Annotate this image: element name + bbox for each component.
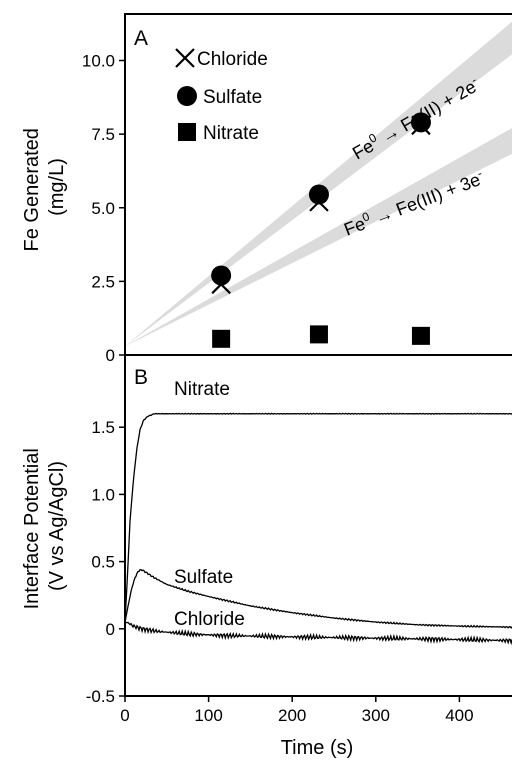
y-tick-label: 1.0	[91, 485, 115, 504]
y-tick-label: 7.5	[91, 125, 115, 144]
x-tick-label: 300	[362, 706, 390, 725]
panel-a-bands	[125, 21, 512, 347]
nitrate-point	[309, 325, 328, 344]
y-tick-label: 1.5	[91, 418, 115, 437]
curve-label-sulfate: Sulfate	[174, 567, 233, 588]
sulfate-point	[308, 184, 329, 205]
panel-a-points	[211, 112, 431, 348]
panel-b-ylabel-line2: (V vs Ag/AgCl)	[46, 461, 68, 591]
band-label-feiii: Fe0 → Fe(III) + 3e-	[341, 166, 487, 240]
sulfate-point	[211, 265, 232, 286]
band-feiii	[125, 128, 512, 347]
nitrate-curve	[125, 412, 512, 623]
legend-chloride-label: Chloride	[197, 49, 268, 70]
x-axis-label: Time (s)	[281, 737, 354, 759]
legend-nitrate-marker	[178, 123, 196, 141]
sulfate-curve	[125, 569, 512, 629]
y-tick-label: 5.0	[91, 199, 115, 218]
curve-label-chloride: Chloride	[174, 609, 245, 630]
sulfate-point	[410, 112, 431, 133]
y-tick-label: -0.5	[86, 687, 115, 706]
y-tick-label: 0	[106, 620, 115, 639]
band-label-feiii-end: -	[475, 166, 484, 181]
panel-a-y-ticks: 0 2.5 5.0 7.5 10.0	[82, 52, 125, 365]
nitrate-point	[212, 329, 231, 348]
legend-nitrate-label: Nitrate	[203, 123, 259, 144]
x-tick-label: 100	[194, 706, 222, 725]
panel-a-ylabel: Fe Generated (mg/L)	[21, 123, 68, 252]
y-tick-label: 0	[106, 346, 115, 365]
chloride-curve	[125, 621, 512, 646]
y-tick-label: 0.5	[91, 553, 115, 572]
band-label-feiii-sup: 0	[360, 209, 372, 225]
x-tick-label: 200	[278, 706, 306, 725]
panel-b-curves	[125, 412, 512, 646]
band-label-feii: Fe0 → Fe(II) + 2e-	[348, 73, 483, 164]
panel-b-ylabel: Interface Potential (V vs Ag/AgCl)	[21, 443, 68, 610]
panel-a-letter: A	[134, 27, 148, 50]
panel-b-y-ticks: -0.5 0 0.5 1.0 1.5	[86, 418, 125, 706]
legend-sulfate-marker	[177, 86, 197, 106]
x-axis-ticks: 0 100 200 300 400	[120, 696, 474, 725]
x-tick-label: 400	[445, 706, 473, 725]
panel-b-ylabel-line1: Interface Potential	[21, 448, 43, 609]
panel-a-ylabel-line1: Fe Generated	[21, 128, 43, 251]
panel-b-letter: B	[134, 366, 148, 389]
x-tick-label: 0	[120, 706, 129, 725]
band-label-feii-mid: → Fe(II) + 2e	[373, 77, 480, 150]
band-label-feii-end: -	[469, 73, 479, 87]
panel-a: Fe0 → Fe(II) + 2e- Fe0 → Fe(III) + 3e- C…	[21, 13, 512, 365]
legend-chloride-marker	[175, 48, 195, 68]
y-tick-label: 2.5	[91, 272, 115, 291]
band-feii	[125, 21, 512, 347]
nitrate-point	[411, 326, 430, 345]
y-tick-label: 10.0	[82, 52, 115, 71]
curve-label-nitrate: Nitrate	[174, 379, 230, 400]
legend-a: Chloride Sulfate Nitrate	[175, 48, 268, 144]
panel-a-ylabel-line2: (mg/L)	[46, 158, 68, 216]
panel-b: Nitrate Sulfate Chloride B -0.5 0 0.5 1.0 1.…	[21, 354, 512, 759]
legend-sulfate-label: Sulfate	[203, 87, 262, 108]
